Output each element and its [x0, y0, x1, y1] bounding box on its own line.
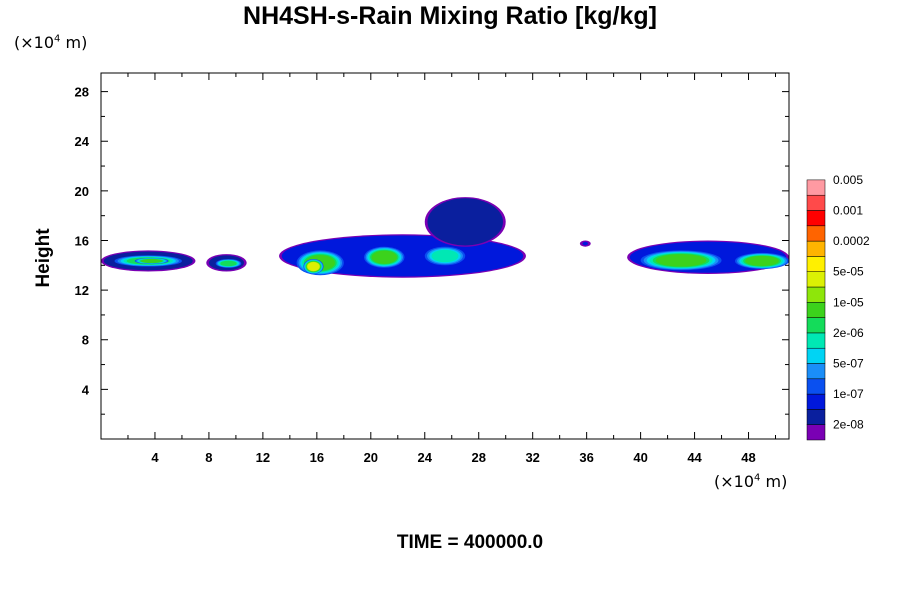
y-tick-label: 20 — [75, 184, 89, 199]
colorbar-box — [806, 225, 826, 242]
colorbar-box — [806, 317, 826, 334]
colorbar-label: 2e-08 — [833, 418, 864, 432]
x-tick-label: 36 — [579, 450, 593, 465]
region-core — [220, 260, 237, 267]
colorbar-box — [806, 378, 826, 395]
y-axis-unit: (×104 m) — [14, 33, 88, 52]
y-tick-label: 16 — [75, 233, 89, 248]
colorbar-label: 2e-06 — [833, 326, 864, 340]
x-axis-unit: (×104 m) — [714, 472, 788, 491]
colorbar-box — [806, 194, 826, 211]
colorbar-box — [806, 286, 826, 303]
colorbar-box — [806, 332, 826, 349]
y-tick-label: 28 — [75, 85, 89, 100]
plot-frame — [100, 72, 790, 440]
chart-title: NH4SH-s-Rain Mixing Ratio [kg/kg] — [243, 2, 657, 30]
colorbar-box — [806, 424, 826, 441]
region-core — [655, 254, 707, 267]
region-core — [307, 262, 320, 272]
colorbar-label: 1e-07 — [833, 387, 864, 401]
region-core — [371, 250, 397, 264]
colorbar-box — [806, 363, 826, 380]
x-tick-label: 32 — [525, 450, 539, 465]
y-axis-label: Height — [33, 228, 54, 288]
y-tick-label: 8 — [82, 333, 89, 348]
region-core — [431, 249, 459, 263]
colorbar-box — [806, 393, 826, 410]
x-tick-label: 28 — [471, 450, 485, 465]
colorbar-box — [806, 210, 826, 227]
colorbar-box — [806, 302, 826, 318]
x-tick-label: 24 — [418, 450, 433, 465]
x-tick-label: 8 — [205, 450, 212, 465]
region-core — [141, 259, 163, 263]
colorbar-box — [806, 271, 826, 288]
x-tick-label: 44 — [687, 450, 702, 465]
colorbar-label: 0.0002 — [833, 234, 870, 248]
colorbar-label: 5e-05 — [833, 265, 864, 279]
colorbar-label: 0.005 — [833, 173, 863, 187]
x-tick-label: 12 — [256, 450, 270, 465]
x-tick-label: 48 — [741, 450, 755, 465]
x-tick-label: 16 — [310, 450, 324, 465]
colorbar-box — [806, 347, 826, 364]
time-label: TIME = 400000.0 — [396, 532, 544, 553]
colorbar-label: 5e-07 — [833, 357, 864, 371]
field-layer — [101, 197, 789, 278]
colorbar: 2e-08 1e-07 5e-07 2e-06 1e-05 5e-05 0.0002 0.00… — [806, 173, 870, 441]
y-tick-label: 12 — [75, 283, 89, 298]
colorbar-box — [806, 409, 826, 425]
x-tick-label: 20 — [364, 450, 378, 465]
colorbar-box — [806, 256, 826, 272]
x-tick-label: 4 — [151, 450, 159, 465]
colorbar-label: 0.001 — [833, 204, 863, 218]
region-body — [582, 241, 588, 246]
y-tick-label: 24 — [75, 134, 90, 149]
x-tick-label: 40 — [633, 450, 647, 465]
region-body — [427, 198, 504, 246]
colorbar-box — [806, 179, 826, 196]
y-tick-label: 4 — [82, 382, 90, 397]
colorbar-box — [806, 240, 826, 257]
region-core — [745, 255, 779, 267]
colorbar-label: 1e-05 — [833, 295, 864, 309]
